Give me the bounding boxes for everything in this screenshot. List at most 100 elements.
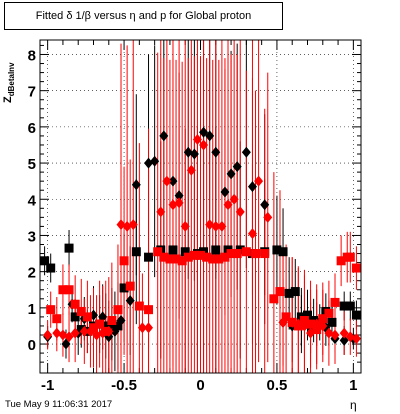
chart-title: Fitted δ 1/β versus η and p for Global p… — [4, 2, 283, 30]
data-point-diamond — [205, 130, 215, 142]
data-point-square — [82, 312, 92, 322]
data-point-square — [70, 312, 80, 322]
data-point-square — [345, 301, 355, 311]
data-point-square — [196, 250, 205, 260]
data-point-square — [180, 247, 190, 257]
data-point-diamond — [122, 220, 132, 232]
data-point-diamond — [92, 329, 102, 341]
data-point-diamond — [174, 197, 184, 209]
data-point-square — [306, 319, 316, 329]
data-point-diamond — [52, 327, 62, 339]
data-point-square — [159, 252, 169, 262]
data-point-diamond — [241, 146, 251, 158]
data-point-diamond — [174, 190, 184, 202]
x-tick-label: -1 — [41, 377, 54, 394]
data-point-diamond — [260, 199, 270, 211]
data-point-square — [144, 252, 154, 262]
data-point-square — [214, 254, 224, 264]
data-point-diamond — [254, 175, 264, 187]
data-point-diamond — [293, 318, 303, 330]
data-point-diamond — [199, 139, 209, 151]
data-point-square — [226, 249, 236, 259]
data-point-square — [107, 316, 117, 326]
data-point-diamond — [189, 148, 199, 160]
data-point-diamond — [70, 327, 80, 339]
data-point-square — [336, 256, 346, 266]
y-tick-label: 2 — [28, 265, 36, 282]
data-point-square — [113, 321, 123, 331]
data-point-diamond — [156, 206, 166, 218]
data-point-diamond — [85, 325, 95, 337]
data-point-diamond — [299, 320, 309, 332]
data-point-square — [275, 287, 285, 297]
data-point-diamond — [162, 175, 172, 187]
data-point-diamond — [211, 146, 221, 158]
data-point-diamond — [318, 320, 328, 332]
data-point-diamond — [235, 206, 245, 218]
data-point-square — [351, 263, 361, 273]
data-point-diamond — [247, 228, 257, 240]
data-point-square — [324, 308, 334, 318]
data-point-square — [119, 283, 129, 293]
data-point-square — [251, 249, 261, 259]
data-point-diamond — [144, 157, 154, 169]
y-tick-label: 3 — [28, 228, 36, 245]
data-point-square — [290, 287, 300, 297]
y-axis-label: ZdBetaInv — [2, 62, 16, 103]
data-point-diamond — [116, 219, 126, 231]
data-point-square — [76, 306, 86, 316]
data-point-diamond — [263, 211, 273, 223]
y-tick-label: 0 — [28, 337, 36, 354]
data-point-square — [144, 305, 154, 315]
data-point-square — [131, 247, 141, 257]
data-point-diamond — [159, 130, 169, 142]
data-point-diamond — [186, 164, 196, 176]
data-point-diamond — [98, 327, 108, 339]
data-point-diamond — [180, 220, 190, 232]
data-point-square — [153, 247, 163, 257]
y-tick-label: 5 — [28, 156, 36, 173]
data-point-square — [177, 256, 187, 266]
data-point-square — [284, 288, 294, 298]
y-tick-label: 4 — [28, 192, 37, 209]
data-point-square — [211, 245, 221, 255]
data-point-diamond — [217, 220, 227, 232]
y-tick-label: 1 — [28, 301, 36, 318]
data-point-diamond — [205, 219, 215, 231]
data-point-diamond — [226, 168, 236, 180]
data-point-diamond — [278, 316, 288, 328]
data-point-diamond — [183, 146, 193, 158]
data-point-square — [303, 310, 312, 320]
data-point-diamond — [168, 199, 178, 211]
x-axis-label: η — [350, 398, 357, 412]
data-point-square — [46, 263, 56, 273]
data-point-square — [134, 301, 144, 311]
data-point-diamond — [79, 325, 89, 337]
data-point-square — [269, 294, 279, 304]
data-point-square — [70, 299, 80, 309]
data-point-diamond — [64, 331, 74, 343]
data-point-diamond — [168, 175, 178, 187]
data-point-diamond — [351, 333, 361, 345]
data-point-square — [183, 252, 193, 262]
data-point-diamond — [223, 199, 233, 211]
data-point-square — [64, 285, 74, 295]
data-point-square — [76, 325, 86, 335]
data-point-square — [330, 297, 340, 307]
data-point-diamond — [137, 322, 147, 334]
data-point-square — [202, 252, 212, 262]
data-point-square — [241, 247, 251, 257]
data-point-square — [220, 252, 230, 262]
y-tick-label: 7 — [28, 84, 36, 101]
plot-frame — [39, 39, 362, 374]
data-point-square — [272, 245, 282, 255]
data-point-diamond — [324, 327, 334, 339]
data-point-diamond — [287, 316, 297, 328]
data-point-square — [95, 319, 105, 329]
data-point-diamond — [110, 325, 120, 337]
data-point-diamond — [58, 329, 68, 341]
data-point-diamond — [232, 161, 242, 173]
y-tick-label: 8 — [28, 47, 36, 64]
x-tick-label: 0 — [196, 377, 204, 394]
